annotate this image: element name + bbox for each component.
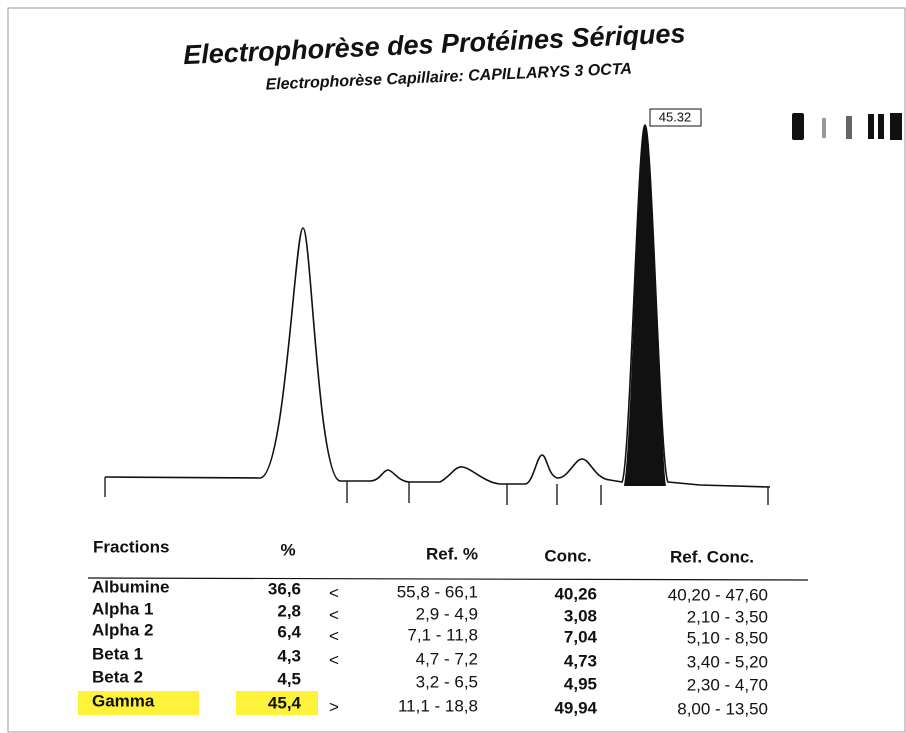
cell-flag: >	[329, 697, 339, 716]
cell-flag: <	[329, 650, 339, 669]
cell-ref-conc: 2,10 - 3,50	[687, 607, 768, 626]
cell-ref-percent: 11,1 - 18,8	[398, 696, 478, 715]
cell-ref-conc: 5,10 - 8,50	[687, 628, 768, 647]
cell-conc: 40,26	[554, 584, 597, 603]
cell-flag: <	[329, 626, 339, 645]
cell-percent: 36,6	[268, 579, 301, 598]
cell-conc: 4,73	[564, 651, 597, 670]
cell-ref-percent: 55,8 - 66,1	[397, 582, 478, 601]
cell-conc: 7,04	[564, 627, 598, 646]
report: Electrophorèse des Protéines Sériques El…	[0, 0, 906, 733]
cell-percent: 4,3	[277, 646, 301, 665]
cell-fraction: Beta 1	[92, 644, 143, 663]
cell-ref-conc: 2,30 - 4,70	[687, 675, 768, 694]
cell-conc: 3,08	[564, 606, 597, 625]
cell-fraction: Beta 2	[92, 667, 143, 686]
peak-label: 45.32	[659, 109, 692, 124]
cell-percent: 4,5	[277, 669, 301, 688]
column-header: Ref. Conc.	[670, 547, 754, 566]
cell-percent: 45,4	[268, 693, 302, 712]
cell-ref-conc: 40,20 - 47,60	[668, 585, 768, 604]
cell-conc: 4,95	[564, 674, 597, 693]
cell-ref-percent: 3,2 - 6,5	[416, 672, 478, 691]
cell-fraction: Gamma	[92, 691, 155, 710]
cell-percent: 2,8	[277, 601, 301, 620]
cell-ref-percent: 2,9 - 4,9	[416, 604, 478, 623]
column-header: Fractions	[93, 537, 170, 556]
cell-ref-percent: 4,7 - 7,2	[416, 649, 478, 668]
column-header: Conc.	[544, 546, 591, 565]
cell-fraction: Alpha 1	[92, 599, 153, 618]
column-header: %	[280, 540, 295, 559]
column-header: Ref. %	[426, 544, 478, 563]
cell-ref-conc: 8,00 - 13,50	[677, 699, 768, 718]
cell-conc: 49,94	[554, 698, 597, 717]
cell-flag: <	[329, 605, 339, 624]
cell-percent: 6,4	[277, 622, 301, 641]
cell-fraction: Albumine	[92, 577, 169, 596]
cell-flag: <	[329, 583, 339, 602]
cell-ref-percent: 7,1 - 11,8	[407, 625, 478, 644]
cell-fraction: Alpha 2	[92, 620, 153, 639]
cell-ref-conc: 3,40 - 5,20	[687, 652, 768, 671]
